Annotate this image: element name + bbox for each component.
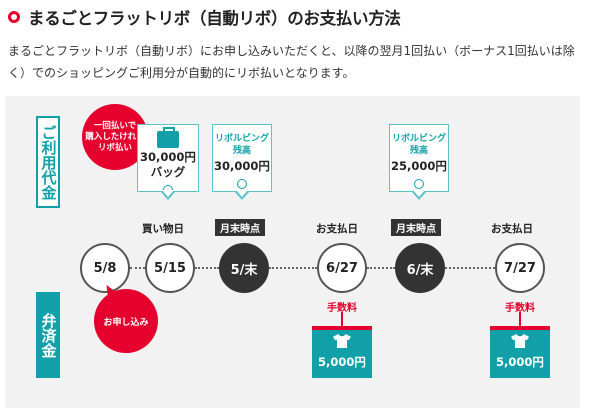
timeline-date-circle-highlight: 6/末 bbox=[395, 243, 445, 293]
badge-line-1: 一回払いで bbox=[93, 120, 137, 131]
purchase-callout: 30,000円 バッグ bbox=[137, 124, 199, 200]
balance-title-2: 残高 bbox=[232, 146, 251, 156]
month-end-label-2: 月末時点 bbox=[391, 219, 441, 236]
payment-day-label-2: お支払日 bbox=[491, 223, 533, 235]
usage-label-text: ご利用代金 bbox=[39, 124, 58, 200]
timeline-dots bbox=[195, 267, 219, 269]
shirt-icon bbox=[333, 334, 351, 348]
timeline-dots bbox=[269, 267, 317, 269]
shirt-icon bbox=[511, 334, 529, 348]
application-badge: お申し込み bbox=[94, 289, 158, 353]
fee-label-2: 手数料 bbox=[505, 303, 535, 314]
timeline-date-circle: 5/8 bbox=[80, 243, 130, 293]
bag-icon bbox=[157, 127, 179, 148]
timeline-date-circle: 7/27 bbox=[495, 243, 545, 293]
fee-connector bbox=[341, 312, 343, 326]
timeline-date-circle: 6/27 bbox=[317, 243, 367, 293]
repayment-box-2: 5,000円 bbox=[490, 326, 550, 378]
repayment-box-1: 5,000円 bbox=[312, 326, 372, 378]
section-title-row: まるごとフラットリボ（自動リボ）のお支払い方法 bbox=[6, 6, 401, 28]
revolving-payment-diagram: ご利用代金 弁済金 一回払いで 購入したけれど リボ払い 30,000円 バッグ… bbox=[5, 96, 580, 408]
balance-title-2: 残高 bbox=[409, 146, 428, 156]
usage-label: ご利用代金 bbox=[36, 116, 60, 208]
page-title: まるごとフラットリボ（自動リボ）のお支払い方法 bbox=[28, 9, 401, 28]
payment-day-label-1: お支払日 bbox=[316, 223, 358, 235]
timeline-dots bbox=[130, 267, 145, 269]
balance-title-1: リボルビング bbox=[391, 134, 446, 144]
timeline-date-circle-highlight: 5/末 bbox=[219, 243, 269, 293]
repayment-label-text: 弁済金 bbox=[39, 312, 58, 358]
fee-connector bbox=[519, 312, 521, 326]
badge-line-2: 購入したけれど bbox=[85, 131, 145, 142]
repayment-label: 弁済金 bbox=[36, 292, 60, 378]
title-bullet-icon bbox=[8, 11, 20, 23]
callout-ring-icon bbox=[237, 179, 247, 189]
balance-amount: 25,000円 bbox=[391, 159, 447, 173]
description-text: まるごとフラットリボ（自動リボ）にお申し込みいただくと、以降の翌月1回払い（ボー… bbox=[8, 44, 575, 80]
month-end-label-1: 月末時点 bbox=[215, 219, 265, 236]
balance-amount: 30,000円 bbox=[214, 159, 270, 173]
purchase-item: バッグ bbox=[150, 165, 186, 179]
timeline-dots bbox=[367, 267, 395, 269]
badge-line-3: リボ払い bbox=[97, 142, 132, 153]
purchase-day-label: 買い物日 bbox=[142, 223, 184, 235]
purchase-amount: 30,000円 bbox=[140, 150, 196, 164]
balance-callout-1: リボルビング 残高 30,000円 bbox=[212, 124, 272, 200]
balance-title-1: リボルビング bbox=[214, 134, 269, 144]
repayment-amount-2: 5,000円 bbox=[496, 355, 544, 369]
timeline-dots bbox=[445, 267, 495, 269]
repayment-amount-1: 5,000円 bbox=[318, 355, 366, 369]
balance-callout-2: リボルビング 残高 25,000円 bbox=[389, 124, 449, 200]
callout-ring-icon bbox=[414, 179, 424, 189]
fee-label-1: 手数料 bbox=[327, 303, 357, 314]
timeline-date-circle: 5/15 bbox=[145, 243, 195, 293]
